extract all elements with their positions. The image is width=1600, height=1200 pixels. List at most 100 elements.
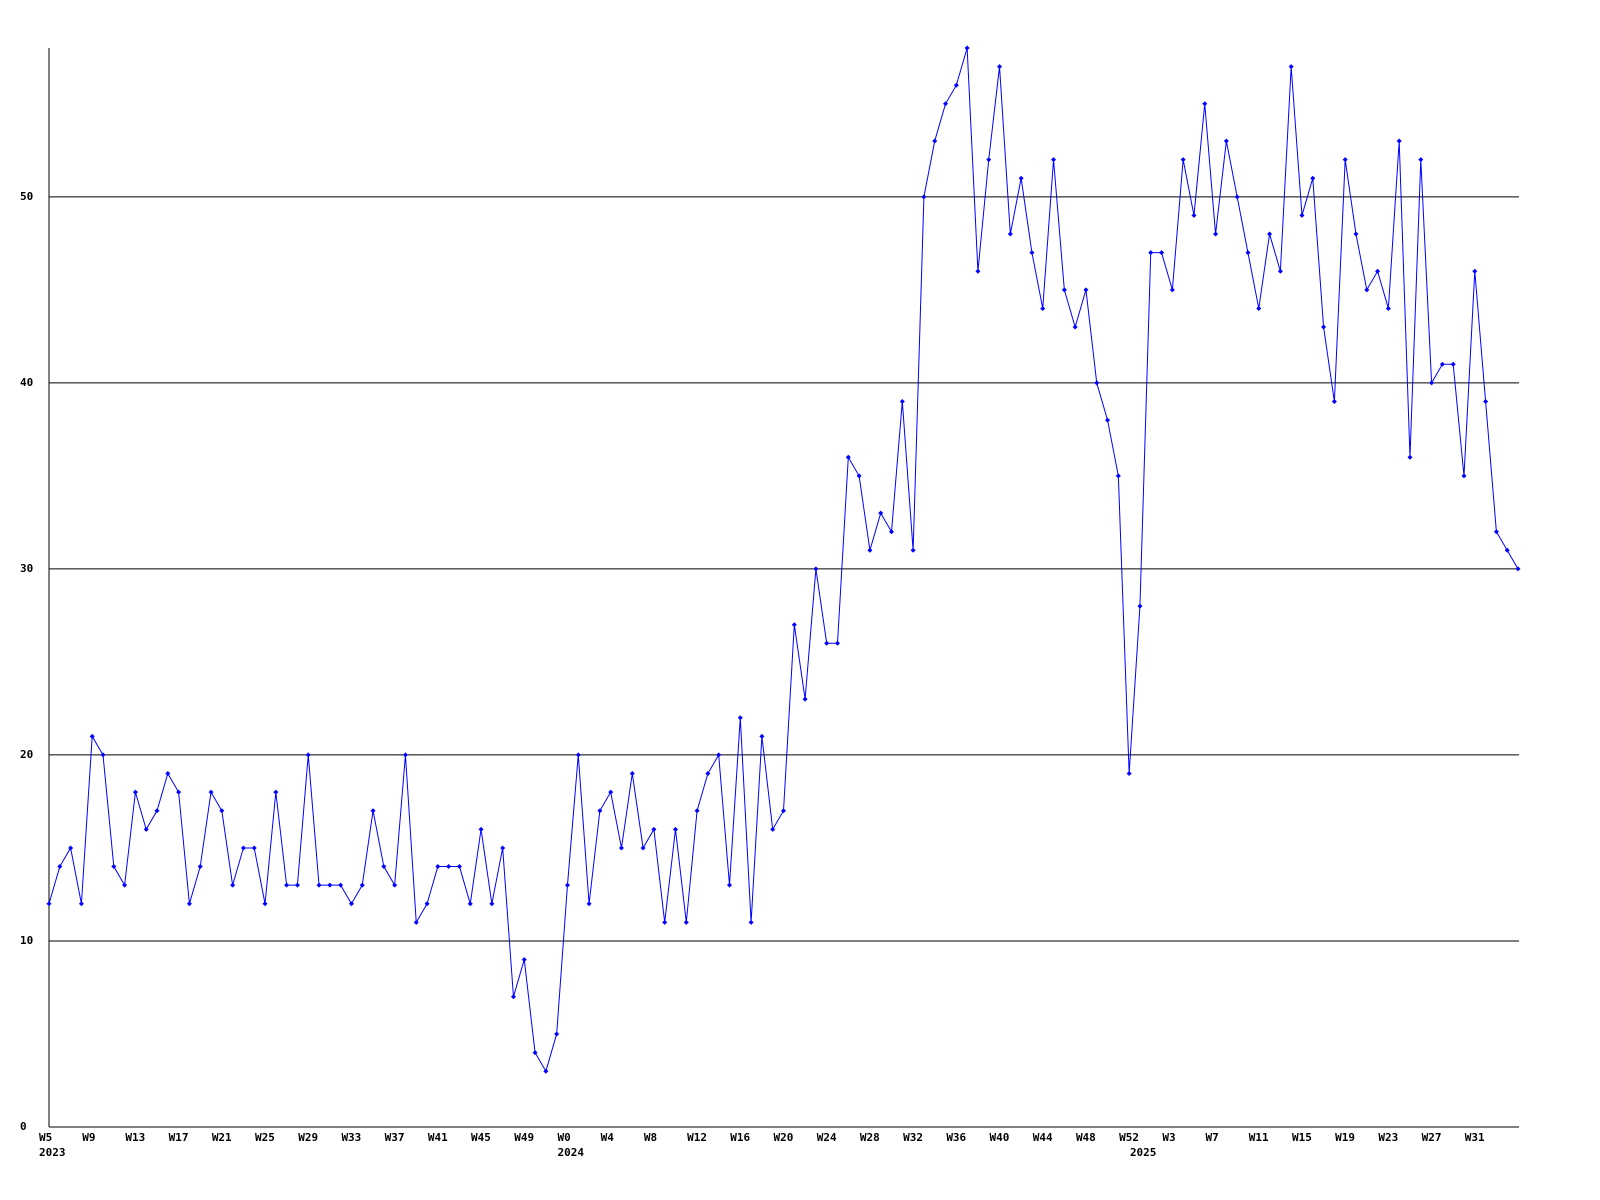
data-point	[122, 882, 128, 888]
x-tick-label: W29	[298, 1131, 318, 1144]
data-point	[921, 194, 927, 200]
data-point	[867, 547, 873, 553]
x-tick-label: W45	[471, 1131, 491, 1144]
data-point	[370, 808, 376, 814]
data-point	[856, 473, 862, 479]
data-point	[1375, 268, 1381, 274]
x-tick-label: W52	[1119, 1131, 1139, 1144]
data-point	[1461, 473, 1467, 479]
data-point	[1202, 101, 1208, 107]
data-point	[1472, 268, 1478, 274]
data-point	[1353, 231, 1359, 237]
data-point	[943, 101, 949, 107]
x-tick-label: W37	[385, 1131, 405, 1144]
data-point	[219, 808, 225, 814]
data-point	[68, 845, 74, 851]
x-tick-label: W49	[514, 1131, 534, 1144]
data-point	[683, 919, 689, 925]
y-tick-label: 30	[20, 562, 33, 575]
data-point	[456, 864, 462, 870]
data-point	[197, 864, 203, 870]
data-point	[89, 733, 95, 739]
data-point	[651, 826, 657, 832]
data-point	[1094, 380, 1100, 386]
x-tick-label: W16	[730, 1131, 750, 1144]
x-tick-label: W24	[817, 1131, 837, 1144]
data-point	[359, 882, 365, 888]
data-point	[986, 157, 992, 163]
y-tick-label: 40	[20, 376, 33, 389]
x-tick-label: W21	[212, 1131, 232, 1144]
data-point	[1493, 529, 1499, 535]
data-point	[273, 789, 279, 795]
data-point	[964, 45, 970, 51]
data-point	[305, 752, 311, 758]
data-point	[240, 845, 246, 851]
data-point	[889, 529, 895, 535]
data-point	[500, 845, 506, 851]
data-point	[1018, 175, 1024, 181]
data-line	[48, 47, 1519, 1073]
data-point	[1429, 380, 1435, 386]
data-point	[1029, 250, 1035, 256]
y-tick-label: 0	[20, 1120, 27, 1133]
data-point	[770, 826, 776, 832]
data-point	[932, 138, 938, 144]
data-point	[1321, 324, 1327, 330]
data-point	[186, 901, 192, 907]
x-year-label: 2025	[1130, 1146, 1157, 1159]
data-point	[618, 845, 624, 851]
x-tick-label: W11	[1249, 1131, 1269, 1144]
data-point	[46, 901, 52, 907]
x-tick-label: W19	[1335, 1131, 1355, 1144]
data-point	[813, 566, 819, 572]
x-tick-label: W27	[1422, 1131, 1442, 1144]
data-point	[878, 510, 884, 516]
data-point	[521, 957, 527, 963]
data-point	[467, 901, 473, 907]
data-point	[57, 864, 63, 870]
data-point	[672, 826, 678, 832]
data-point	[348, 901, 354, 907]
data-point	[737, 715, 743, 721]
x-tick-label: W23	[1378, 1131, 1398, 1144]
data-point	[716, 752, 722, 758]
data-point	[953, 82, 959, 88]
x-year-label: 2024	[557, 1146, 584, 1159]
x-tick-label: W4	[601, 1131, 615, 1144]
data-point	[564, 882, 570, 888]
data-point	[1407, 454, 1413, 460]
data-point	[413, 919, 419, 925]
data-point	[1148, 250, 1154, 256]
data-point	[165, 771, 171, 777]
data-point	[910, 547, 916, 553]
data-point	[1007, 231, 1013, 237]
data-point	[143, 826, 149, 832]
data-point	[1310, 175, 1316, 181]
data-point	[1342, 157, 1348, 163]
data-point	[1396, 138, 1402, 144]
x-tick-label: W31	[1465, 1131, 1485, 1144]
data-point	[1234, 194, 1240, 200]
data-point	[1115, 473, 1121, 479]
data-point	[1288, 64, 1294, 70]
data-point	[1159, 250, 1165, 256]
data-point	[78, 901, 84, 907]
data-point	[1105, 417, 1111, 423]
data-point	[1267, 231, 1273, 237]
data-point	[1126, 771, 1132, 777]
data-point	[748, 919, 754, 925]
x-tick-label: W40	[990, 1131, 1010, 1144]
y-tick-label: 20	[20, 748, 33, 761]
data-point	[802, 696, 808, 702]
data-point	[640, 845, 646, 851]
data-point	[1072, 324, 1078, 330]
data-point	[111, 864, 117, 870]
data-point	[402, 752, 408, 758]
x-year-label: 2023	[39, 1146, 66, 1159]
data-point	[510, 994, 516, 1000]
data-point	[1439, 361, 1445, 367]
data-point	[132, 789, 138, 795]
